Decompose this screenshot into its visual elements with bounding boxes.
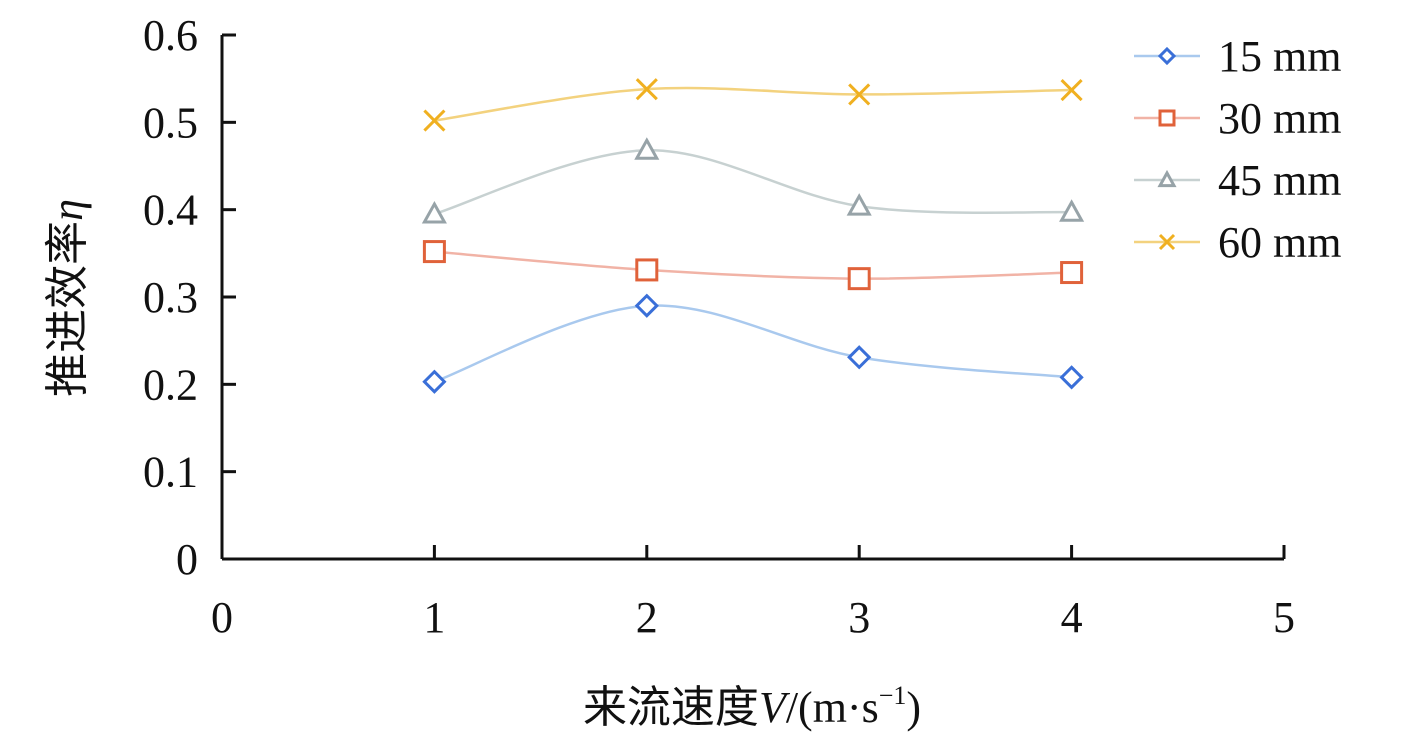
axes-layer	[220, 35, 1284, 561]
cross-stroke	[1158, 233, 1176, 251]
data-point-diamond	[634, 293, 659, 318]
x-ticks: 0 1 2 3 4 5	[211, 545, 1295, 642]
data-point-cross	[1060, 78, 1083, 102]
y-tick-label: 0.1	[143, 448, 198, 497]
data-point-cross	[635, 78, 658, 101]
x-tick-label: 3	[848, 593, 870, 642]
legend: 15 mm 30 mm 45 mm 60 mm	[1134, 32, 1341, 267]
data-point-triangle	[421, 200, 447, 224]
data-point-triangle	[1157, 169, 1177, 188]
y-tick-label: 0.2	[143, 360, 198, 409]
series-line	[434, 86, 1072, 122]
data-point-diamond	[422, 369, 447, 394]
legend-label: 60 mm	[1218, 218, 1341, 267]
data-point-diamond	[847, 345, 872, 370]
cross-stroke	[1060, 78, 1083, 102]
y-axis-label-prefix: 推进效率	[42, 221, 93, 397]
series-1	[422, 293, 1084, 394]
x-axis-label-close: )	[906, 683, 921, 732]
x-tick-label: 2	[636, 593, 658, 642]
cross-stroke	[635, 78, 658, 101]
data-point-square	[847, 267, 871, 291]
legend-item: 60 mm	[1134, 218, 1341, 267]
series-line	[434, 149, 1072, 216]
x-axis-label-unit: /(m·s	[786, 683, 879, 732]
series-layer	[421, 78, 1085, 394]
x-tick-label: 0	[211, 593, 233, 642]
y-ticks: 0 0.1 0.2 0.3 0.4 0.5 0.6	[143, 11, 236, 584]
series-line	[433, 304, 1072, 383]
data-point-cross	[423, 109, 446, 132]
x-axis-label-prefix: 来流速度	[583, 682, 759, 733]
legend-item: 45 mm	[1134, 156, 1341, 205]
y-tick-label: 0.3	[143, 273, 198, 322]
y-tick-label: 0.5	[143, 98, 198, 147]
data-point-diamond	[1059, 365, 1084, 390]
series-line	[434, 250, 1072, 280]
y-axis-label: 推进效率η	[42, 199, 93, 397]
legend-label: 15 mm	[1218, 32, 1341, 81]
data-point-square	[1060, 261, 1084, 285]
series-4	[423, 78, 1083, 132]
x-axis-label-sup: −1	[879, 681, 907, 710]
x-tick-label: 5	[1273, 593, 1295, 642]
data-point-triangle	[1059, 199, 1085, 222]
data-point-diamond	[1157, 46, 1177, 66]
data-point-cross	[1158, 233, 1176, 251]
data-point-square	[422, 240, 446, 264]
data-point-triangle	[634, 137, 660, 160]
data-point-triangle	[846, 193, 872, 216]
x-axis-label-var: V	[759, 683, 791, 732]
cross-stroke	[848, 83, 871, 106]
series-3	[421, 137, 1085, 224]
legend-label: 45 mm	[1218, 156, 1341, 205]
y-tick-label: 0.4	[143, 186, 198, 235]
cross-stroke	[423, 109, 446, 132]
legend-item: 30 mm	[1134, 94, 1341, 143]
x-tick-label: 4	[1061, 593, 1083, 642]
x-axis-label: 来流速度V/(m·s−1)	[583, 681, 921, 733]
y-tick-label: 0.6	[143, 11, 198, 60]
legend-label: 30 mm	[1218, 94, 1341, 143]
x-tick-label: 1	[423, 593, 445, 642]
legend-item: 15 mm	[1134, 32, 1341, 81]
data-point-square	[1158, 109, 1176, 127]
y-tick-label: 0	[176, 535, 198, 584]
data-point-cross	[848, 83, 871, 106]
y-axis-label-var: η	[43, 199, 92, 221]
series-2	[422, 240, 1084, 291]
data-point-square	[635, 258, 659, 282]
